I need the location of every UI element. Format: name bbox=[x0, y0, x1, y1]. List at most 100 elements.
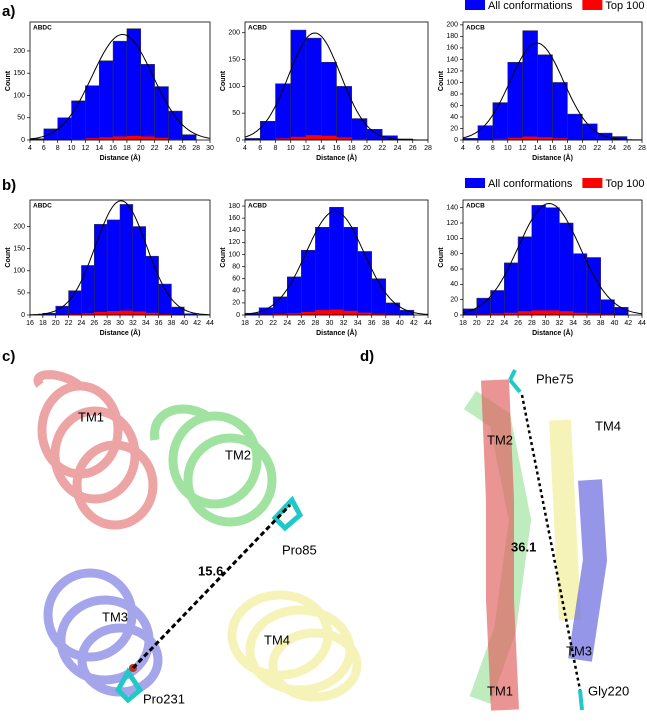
legend-swatch bbox=[465, 0, 485, 10]
legend-label: Top 100 bbox=[605, 0, 644, 12]
x-tick-label: 18 bbox=[459, 320, 467, 327]
x-tick-label: 38 bbox=[168, 320, 176, 327]
y-tick-label: 180 bbox=[228, 203, 240, 210]
x-tick-label: 44 bbox=[424, 320, 432, 327]
x-tick-label: 8 bbox=[491, 145, 495, 152]
plot-frame bbox=[244, 199, 429, 316]
y-tick-label: 100 bbox=[13, 268, 25, 275]
x-tick-label: 18 bbox=[123, 145, 131, 152]
x-tick-label: 22 bbox=[593, 145, 601, 152]
y-tick-label: 0 bbox=[236, 137, 240, 144]
helix-label: TM3 bbox=[102, 609, 128, 624]
legend-label: All conformations bbox=[488, 178, 573, 190]
bar bbox=[301, 311, 316, 315]
y-tick-label: 180 bbox=[446, 33, 458, 40]
bar bbox=[99, 137, 114, 140]
residue-label: Gly220 bbox=[588, 683, 629, 698]
bar bbox=[517, 236, 533, 316]
bar bbox=[107, 311, 120, 315]
x-tick-label: 26 bbox=[514, 320, 522, 327]
y-tick-label: 200 bbox=[228, 30, 240, 37]
x-tick-label: 36 bbox=[155, 320, 163, 327]
bar bbox=[119, 204, 134, 316]
helix-label: TM1 bbox=[487, 683, 513, 698]
bar bbox=[275, 83, 291, 141]
bar bbox=[321, 135, 337, 140]
x-axis-label: Distance (Å) bbox=[532, 328, 573, 337]
x-tick-label: 14 bbox=[317, 145, 325, 152]
bar bbox=[81, 313, 95, 315]
bar bbox=[351, 118, 368, 141]
chart-title: ABDC bbox=[33, 25, 52, 32]
bar bbox=[57, 117, 72, 141]
bar bbox=[572, 253, 588, 316]
x-tick-label: 6 bbox=[476, 145, 480, 152]
y-tick-label: 160 bbox=[228, 215, 240, 222]
bar bbox=[552, 82, 568, 141]
bar bbox=[126, 28, 142, 141]
bar bbox=[140, 136, 155, 140]
structure-c bbox=[33, 370, 362, 704]
y-tick-label: 0 bbox=[454, 137, 458, 144]
x-tick-label: 18 bbox=[241, 320, 249, 327]
helix-label: TM2 bbox=[487, 432, 513, 447]
x-tick-label: 6 bbox=[42, 145, 46, 152]
bar bbox=[522, 30, 538, 141]
bar bbox=[106, 219, 121, 316]
x-tick-label: 28 bbox=[424, 145, 432, 152]
bar bbox=[315, 310, 330, 315]
x-tick-label: 30 bbox=[542, 320, 550, 327]
x-tick-label: 22 bbox=[378, 145, 386, 152]
residue-label: Pro85 bbox=[282, 542, 317, 557]
y-tick-label: 50 bbox=[17, 290, 25, 297]
bar bbox=[315, 226, 330, 316]
x-tick-label: 20 bbox=[255, 320, 263, 327]
chart-title: ADCB bbox=[466, 25, 485, 32]
y-tick-label: 80 bbox=[232, 263, 240, 270]
bar bbox=[531, 310, 546, 315]
x-tick-label: 30 bbox=[326, 320, 334, 327]
y-tick-label: 80 bbox=[450, 251, 458, 258]
x-tick-label: 12 bbox=[81, 145, 89, 152]
bar bbox=[287, 313, 302, 315]
residue-label: Pro231 bbox=[143, 691, 185, 706]
bar bbox=[154, 137, 169, 140]
x-tick-label: 28 bbox=[103, 320, 111, 327]
chart-title: ACBD bbox=[248, 25, 267, 32]
y-tick-label: 140 bbox=[228, 227, 240, 234]
y-tick-label: 100 bbox=[228, 83, 240, 90]
bar bbox=[168, 139, 183, 140]
x-tick-label: 24 bbox=[394, 145, 402, 152]
x-tick-label: 16 bbox=[333, 145, 341, 152]
bar bbox=[260, 120, 276, 141]
bar bbox=[112, 40, 128, 141]
x-axis-label: Distance (Å) bbox=[316, 328, 357, 337]
y-axis-label: Count bbox=[5, 247, 12, 268]
y-axis-label: Count bbox=[438, 247, 445, 268]
bar bbox=[537, 54, 553, 141]
legend-swatch bbox=[465, 178, 485, 188]
x-tick-label: 38 bbox=[597, 320, 605, 327]
chart-title: ACBD bbox=[248, 203, 267, 210]
bar bbox=[126, 135, 141, 140]
bar bbox=[545, 310, 560, 315]
bar bbox=[504, 262, 519, 316]
x-tick-label: 24 bbox=[608, 145, 616, 152]
x-tick-label: 26 bbox=[623, 145, 631, 152]
x-tick-label: 8 bbox=[56, 145, 60, 152]
fit-curve bbox=[29, 34, 211, 140]
x-tick-label: 8 bbox=[274, 145, 278, 152]
bar bbox=[492, 102, 509, 141]
x-tick-label: 14 bbox=[95, 145, 103, 152]
fit-curve bbox=[462, 42, 643, 141]
x-tick-label: 40 bbox=[396, 320, 404, 327]
x-tick-label: 36 bbox=[583, 320, 591, 327]
x-tick-label: 42 bbox=[624, 320, 632, 327]
y-axis-label: Count bbox=[220, 70, 227, 91]
y-tick-label: 140 bbox=[446, 56, 458, 63]
x-tick-label: 18 bbox=[564, 145, 572, 152]
y-tick-label: 0 bbox=[21, 312, 25, 319]
bar bbox=[573, 312, 587, 315]
bar bbox=[306, 135, 322, 140]
